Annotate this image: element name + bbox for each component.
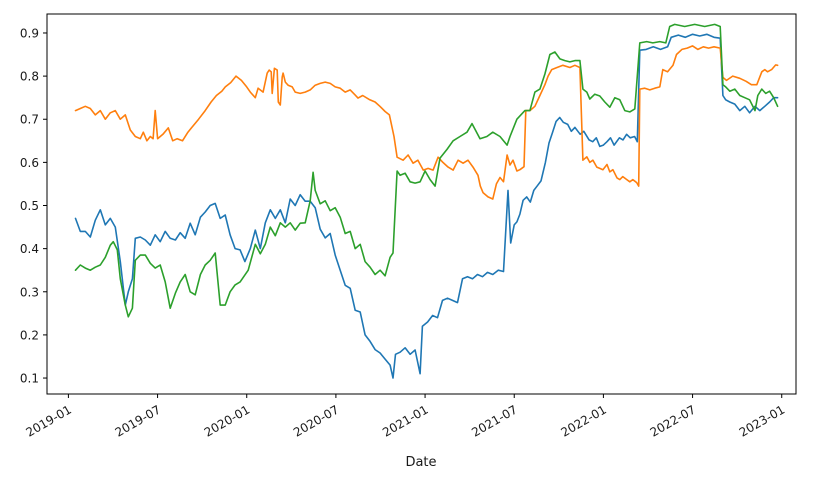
x-tick-label: 2020-07 bbox=[291, 402, 341, 439]
y-tick-label: 0.3 bbox=[20, 285, 39, 299]
y-axis: 0.1 0.2 0.3 0.4 0.5 0.6 0.7 0.8 0.9 bbox=[20, 26, 47, 386]
y-tick-label: 0.5 bbox=[20, 199, 39, 213]
x-axis-title: Date bbox=[405, 455, 436, 470]
x-tick-label: 2019-01 bbox=[23, 402, 73, 439]
y-tick-label: 0.6 bbox=[20, 156, 39, 170]
x-tick-label: 2022-07 bbox=[648, 402, 698, 439]
series-line-green bbox=[74, 23, 779, 318]
y-tick-label: 0.7 bbox=[20, 113, 39, 127]
x-axis: 2019-01 2019-07 2020-01 2020-07 2021-01 2021-… bbox=[23, 394, 787, 440]
series-line-orange bbox=[74, 45, 779, 200]
y-tick-label: 0.8 bbox=[20, 70, 39, 84]
x-tick-label: 2019-07 bbox=[113, 402, 163, 439]
series-line-blue bbox=[74, 33, 779, 379]
plot-border bbox=[46, 13, 797, 395]
y-tick-label: 0.9 bbox=[20, 26, 39, 40]
x-tick-label: 2023-01 bbox=[737, 402, 787, 439]
x-tick-label: 2021-01 bbox=[380, 402, 430, 439]
y-tick-label: 0.4 bbox=[20, 242, 39, 256]
y-tick-label: 0.1 bbox=[20, 372, 39, 386]
x-tick-label: 2020-01 bbox=[202, 402, 252, 439]
x-tick-label: 2021-07 bbox=[469, 402, 519, 439]
series-group bbox=[74, 23, 779, 379]
x-tick-label: 2022-01 bbox=[558, 402, 608, 439]
y-tick-label: 0.2 bbox=[20, 328, 39, 342]
